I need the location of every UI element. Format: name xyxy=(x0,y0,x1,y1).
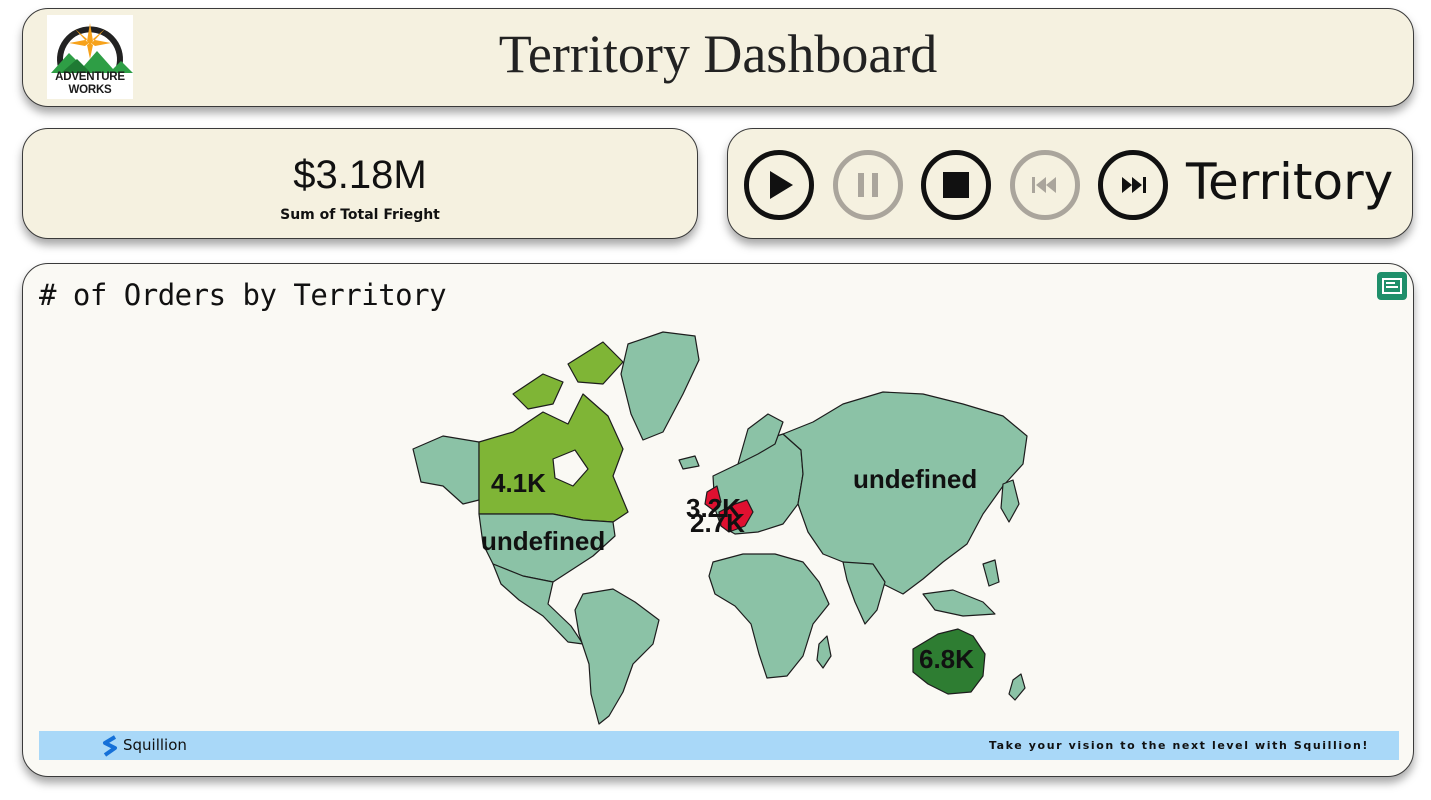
logo-line-2: WORKS xyxy=(68,84,112,96)
south-america-region xyxy=(574,588,660,725)
southeast-asia-region xyxy=(922,559,1000,617)
world-map[interactable] xyxy=(23,264,1415,778)
map-title: # of Orders by Territory xyxy=(39,278,447,312)
pause-icon xyxy=(858,173,878,197)
india-region xyxy=(842,561,886,625)
footer-bar: Squillion Take your vision to the next l… xyxy=(39,731,1399,760)
logo-line-1: ADVENTURE xyxy=(55,71,125,83)
skip-back-icon xyxy=(1032,177,1056,193)
map-label-russia: undefined xyxy=(853,464,978,494)
map-label-uk: 3.2K xyxy=(686,493,741,523)
stop-icon xyxy=(943,172,969,198)
page-title: Territory Dashboard xyxy=(498,24,938,84)
previous-button[interactable] xyxy=(1010,150,1080,220)
play-axis-field-label: Territory xyxy=(1186,153,1394,211)
map-label-australia: 6.8K xyxy=(919,644,974,674)
focus-mode-icon[interactable] xyxy=(1377,272,1407,300)
australia-region xyxy=(912,628,986,695)
arctic-islands xyxy=(512,341,624,410)
compass-mountain-icon xyxy=(51,23,133,73)
skip-forward-icon xyxy=(1122,177,1146,193)
france-germany-region xyxy=(718,499,754,533)
squillion-logo xyxy=(103,735,117,757)
footer-brand: Squillion xyxy=(123,736,187,754)
play-button[interactable] xyxy=(744,150,814,220)
pause-button[interactable] xyxy=(833,150,903,220)
kpi-card[interactable]: $3.18M Sum of Total Frieght xyxy=(22,128,698,239)
logo-text: ADVENTURE WORKS xyxy=(47,71,133,97)
asia-region xyxy=(782,391,1028,595)
footer-tagline: Take your vision to the next level with … xyxy=(988,739,1369,752)
map-label-canada: 4.1K xyxy=(491,468,546,498)
adventure-works-logo: ADVENTURE WORKS xyxy=(47,15,133,99)
header-banner: ADVENTURE WORKS Territory Dashboard xyxy=(22,8,1414,107)
play-axis-card: Territory xyxy=(727,128,1413,239)
play-icon xyxy=(770,171,793,199)
scandinavia-region xyxy=(737,413,784,465)
japan-region xyxy=(1000,479,1020,523)
kpi-value: $3.18M xyxy=(293,153,427,197)
next-button[interactable] xyxy=(1098,150,1168,220)
map-visual[interactable]: # of Orders by Territory xyxy=(22,263,1414,777)
stop-button[interactable] xyxy=(921,150,991,220)
uk-region xyxy=(704,485,722,511)
greenland-region xyxy=(620,331,700,441)
new-zealand-region xyxy=(1008,673,1026,701)
hudson-bay xyxy=(552,449,589,487)
map-label-united-states: undefined xyxy=(481,526,606,556)
alaska-region xyxy=(412,435,480,505)
canada-region xyxy=(478,393,629,523)
map-label-france: 2.7K xyxy=(690,508,745,538)
africa-region xyxy=(708,553,830,679)
madagascar-region xyxy=(816,635,832,669)
iceland-region xyxy=(678,455,700,470)
kpi-label: Sum of Total Frieght xyxy=(280,207,440,223)
